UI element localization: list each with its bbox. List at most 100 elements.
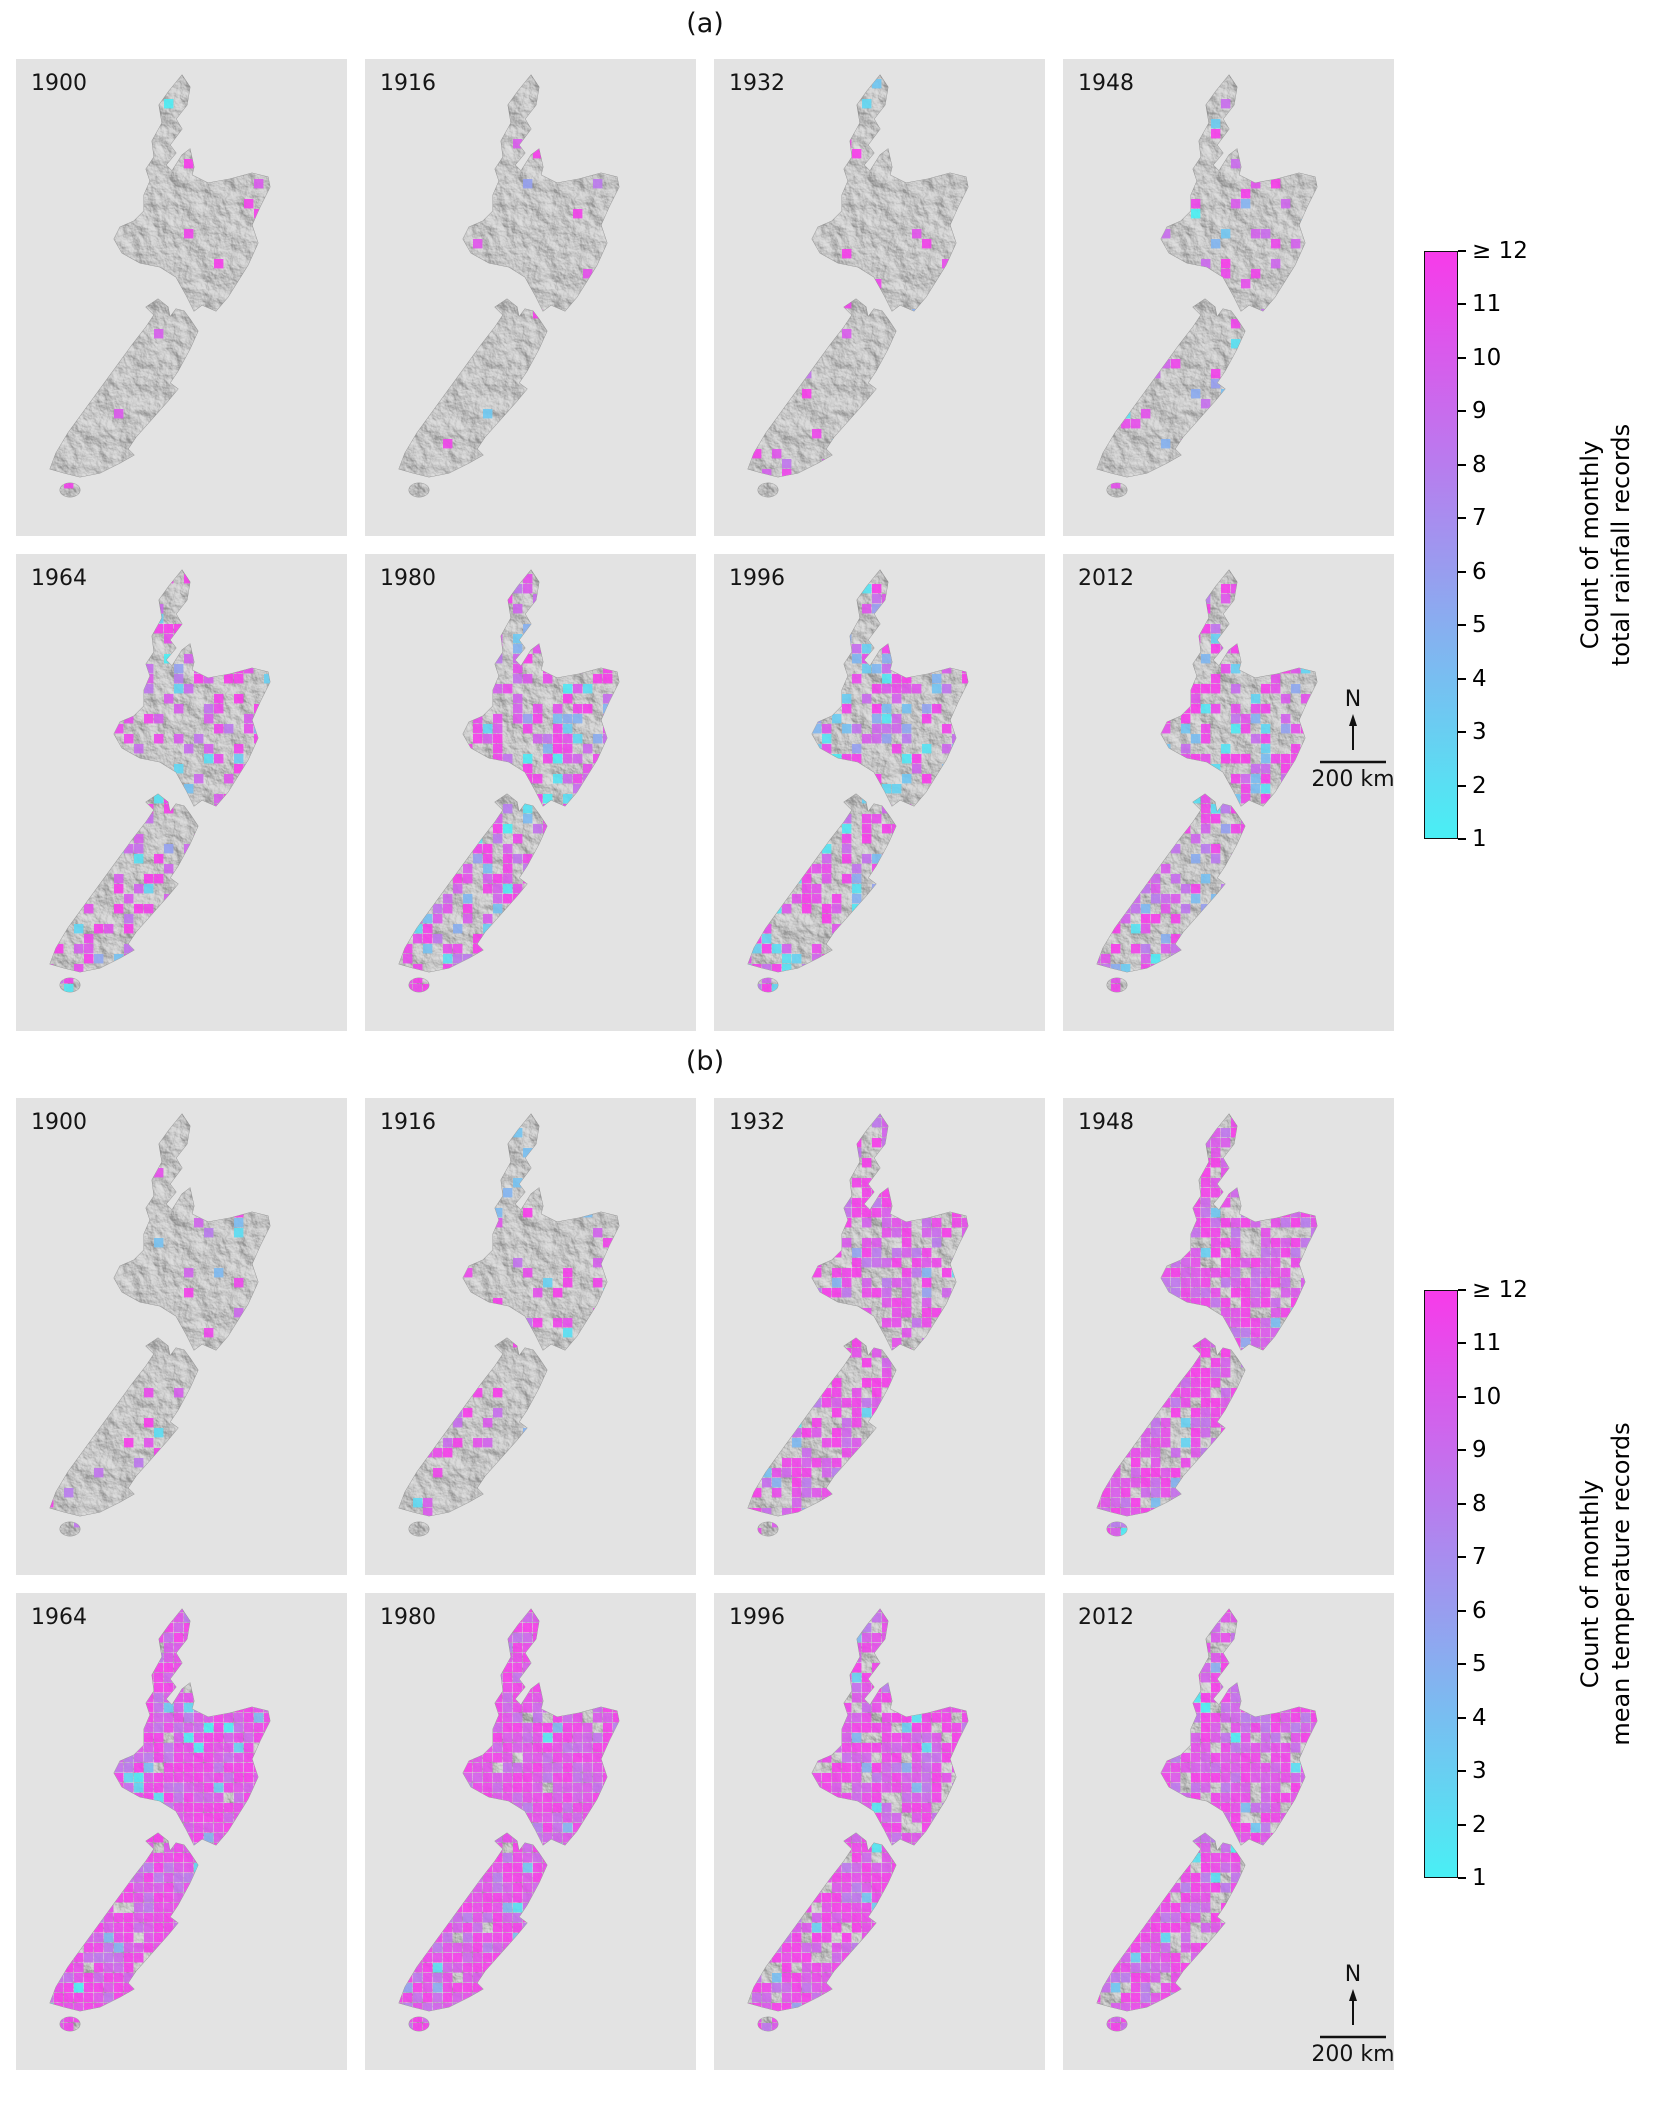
north-label: N [1345,687,1361,712]
colorbar-tickmark [1458,1289,1466,1291]
colorbar-tickmark [1458,677,1466,680]
colorbar-tick-label: 6 [1472,558,1487,585]
year-label: 1948 [1078,71,1134,96]
colorbar-temperature-label-line1: Count of monthly [1575,1479,1604,1689]
record-count-cells [748,1609,968,2031]
colorbar-tickmark [1458,838,1466,840]
record-count-cells [50,1609,270,2031]
colorbar-tickmark [1458,784,1466,787]
hillshade-texture [399,1114,619,1536]
map-tile-b-1980: 1980 [365,1593,696,2070]
record-count-cells [399,1609,619,2031]
colorbar-tickmark [1458,1716,1466,1719]
colorbar-tick-label: 3 [1472,719,1487,746]
hillshade-texture [50,75,270,497]
nz-hillshade-map [398,1608,620,2032]
colorbar-tick-label: ≥ 12 [1472,1277,1528,1303]
hillshade-texture [748,75,968,497]
north-arrowhead-icon [1349,714,1357,726]
record-count-cells [1097,1114,1317,1536]
scalebar-group: N 200 km [1311,1962,1394,2067]
map-tile-a-1964: 1964 [16,554,347,1031]
colorbar-tick-label: 8 [1472,1490,1487,1517]
north-label: N [1345,1962,1361,1987]
colorbar-tickmark [1458,250,1466,252]
colorbar-tick-label: 4 [1472,665,1487,692]
map-tile-a-1948: 1948 [1063,59,1394,536]
year-label: 1964 [31,1605,87,1630]
colorbar-tick-label: 8 [1472,451,1487,478]
map-tile-b-1996: 1996 [714,1593,1045,2070]
colorbar-tick-label: 10 [1472,1383,1502,1410]
colorbar-tickmark [1458,1609,1466,1612]
nz-hillshade-map [1096,1113,1318,1537]
colorbar-temperature [1424,1290,1458,1878]
colorbar-tick-label: 7 [1472,1544,1487,1571]
colorbar-tick-label: 5 [1472,612,1487,639]
nz-hillshade-map [747,74,969,498]
hillshade-texture [399,75,619,497]
colorbar-tick-label: 3 [1472,1758,1487,1785]
nz-hillshade-map [398,1113,620,1537]
colorbar-tick-label: 9 [1472,398,1487,425]
colorbar-tickmark [1458,731,1466,734]
colorbar-tick-label: 7 [1472,505,1487,532]
hillshade-texture [1097,75,1317,497]
colorbar-rainfall-label-line1: Count of monthly [1575,440,1604,650]
colorbar-tickmark [1458,1395,1466,1398]
year-label: 1996 [729,566,785,591]
map-tile-a-1980: 1980 [365,554,696,1031]
year-label: 1916 [380,71,436,96]
colorbar-tick-label: 2 [1472,1811,1487,1838]
colorbar-tickmark [1458,1502,1466,1505]
map-tile-a-1996: 1996 [714,554,1045,1031]
colorbar-tickmark [1458,410,1466,413]
nz-hillshade-map [747,1608,969,2032]
map-tile-b-1948: 1948 [1063,1098,1394,1575]
map-tile-a-1916: 1916 [365,59,696,536]
nz-hillshade-map [49,1113,271,1537]
colorbar-tick-label: 11 [1472,291,1502,318]
colorbar-tickmark [1458,356,1466,359]
year-label: 1964 [31,566,87,591]
colorbar-temperature-label: Count of monthly mean temperature record… [1575,1422,1637,1745]
colorbar-tickmark [1458,1342,1466,1345]
colorbar-tickmark [1458,1663,1466,1666]
scalebar-distance-label: 200 km [1311,2042,1394,2067]
colorbar-tick-label: 11 [1472,1330,1502,1357]
colorbar-tickmark [1458,463,1466,466]
colorbar-tickmark [1458,1823,1466,1826]
year-label: 1900 [31,1110,87,1135]
panel-b-title: (b) [685,1046,725,1077]
year-label: 1948 [1078,1110,1134,1135]
colorbar-tick-label: 2 [1472,772,1487,799]
scalebar-group: N 200 km [1311,687,1394,792]
map-tile-b-2012: 2012 N 200 km [1063,1593,1394,2070]
colorbar-tick-label: 5 [1472,1651,1487,1678]
year-label: 1916 [380,1110,436,1135]
colorbar-temperature-label-line2: mean temperature records [1607,1422,1635,1746]
colorbar-tickmark [1458,570,1466,573]
record-count-cells [50,570,270,992]
year-label: 1900 [31,71,87,96]
colorbar-tick-label: 4 [1472,1704,1487,1731]
colorbar-rainfall-label-line2: total rainfall records [1607,423,1635,667]
colorbar-tickmark [1458,1877,1466,1879]
colorbar-tickmark [1458,517,1466,520]
nz-hillshade-map [49,569,271,993]
panel-a-title: (a) [686,8,724,39]
colorbar-tick-label: 9 [1472,1437,1487,1464]
nz-hillshade-map [49,1608,271,2032]
colorbar-tickmark [1458,303,1466,306]
nz-hillshade-map [1096,74,1318,498]
nz-hillshade-map [398,74,620,498]
colorbar-tick-label: 10 [1472,344,1502,371]
year-label: 1980 [380,1605,436,1630]
map-tile-b-1964: 1964 [16,1593,347,2070]
colorbar-tick-label: ≥ 12 [1472,238,1528,264]
nz-hillshade-map: N 200 km [1096,569,1394,993]
nz-hillshade-map [747,1113,969,1537]
colorbar-tick-label: 1 [1472,826,1487,852]
colorbar-tick-label: 6 [1472,1597,1487,1624]
